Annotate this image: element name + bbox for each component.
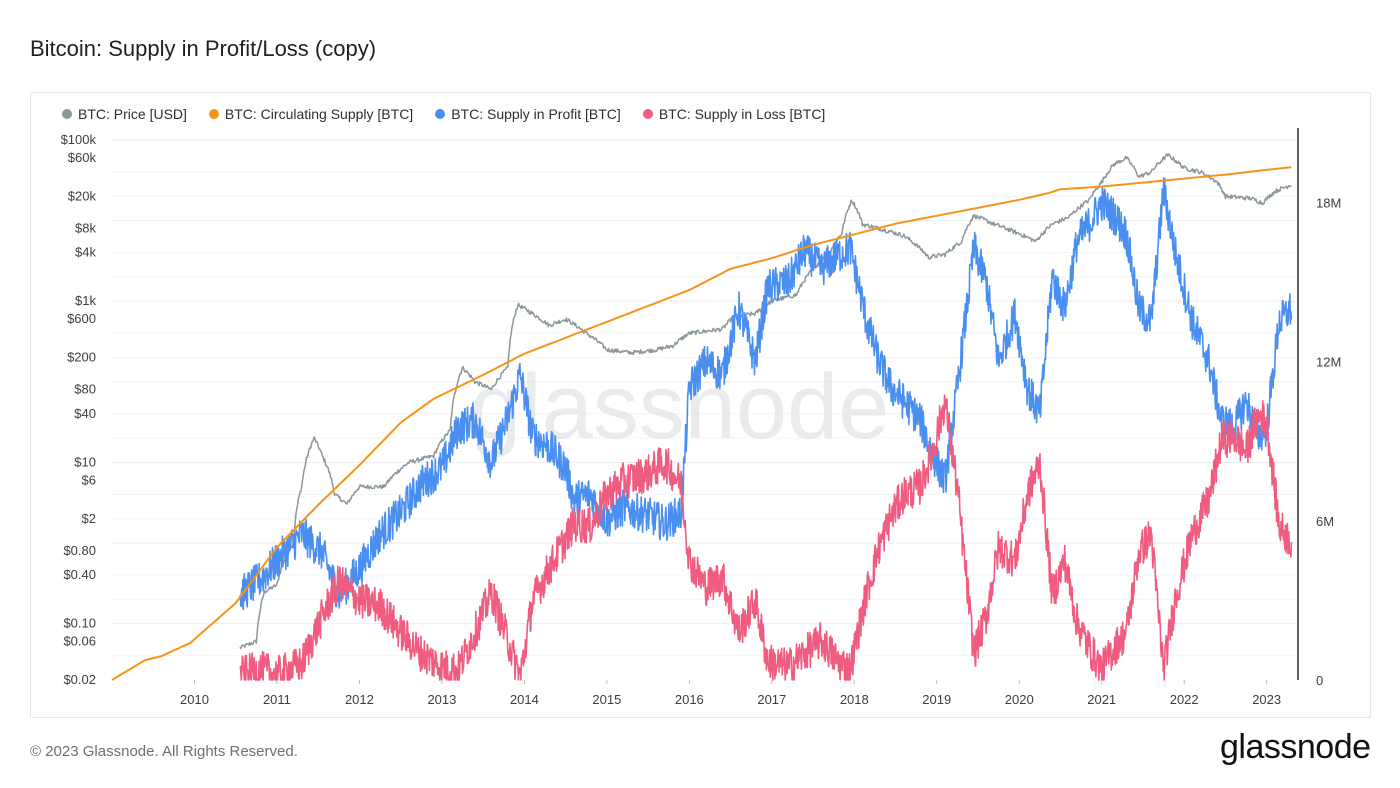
legend-dot-price-icon [62, 109, 72, 119]
legend-dot-profit-icon [435, 109, 446, 119]
y-left-tick-label: $1k [75, 293, 96, 308]
y-right-tick-label: 6M [1316, 514, 1334, 529]
legend-item-circulating-supply[interactable]: BTC: Circulating Supply [BTC] [208, 106, 414, 122]
x-tick-label: 2019 [922, 692, 951, 707]
y-left-tick-label: $20k [68, 188, 97, 203]
legend-label-circulating-supply: BTC: Circulating Supply [BTC] [224, 106, 414, 122]
y-left-tick-label: $600 [67, 311, 96, 326]
x-tick-label: 2016 [675, 692, 704, 707]
legend-label-price: BTC: Price [USD] [78, 106, 187, 122]
legend-item-supply-in-loss[interactable]: BTC: Supply in Loss [BTC] [642, 106, 826, 122]
watermark: glassnode [470, 356, 889, 458]
y-left-tick-label: $2 [82, 511, 96, 526]
x-tick-label: 2020 [1005, 692, 1034, 707]
y-right-tick-label: 18M [1316, 195, 1341, 210]
y-left-tick-label: $40 [74, 406, 96, 421]
axes: $100k $60k $20k $8k $4k $1k $600 $200 $80 $40 $10 $… [61, 128, 1341, 707]
series-line-loss [239, 394, 1293, 681]
x-tick-label: 2018 [840, 692, 869, 707]
legend-label-supply-in-profit: BTC: Supply in Profit [BTC] [451, 106, 621, 122]
x-tick-label: 2014 [510, 692, 539, 707]
y-left-tick-label: $0.40 [63, 567, 96, 582]
legend-item-price[interactable]: BTC: Price [USD] [62, 106, 187, 122]
x-tick-label: 2015 [592, 692, 621, 707]
series-line-circulating [111, 166, 1292, 681]
x-tick-label: 2011 [263, 692, 291, 707]
y-left-tick-label: $60k [68, 150, 97, 165]
y-left-tick-label: $200 [67, 350, 96, 365]
y-left-tick-label: $0.10 [63, 616, 96, 631]
x-tick-label: 2012 [345, 692, 374, 707]
glassnode-logo[interactable]: glassnode [1220, 728, 1371, 766]
x-tick-label: 2023 [1252, 692, 1281, 707]
y-right-tick-label: 0 [1316, 673, 1323, 688]
copyright-text: © 2023 Glassnode. All Rights Reserved. [30, 743, 298, 760]
chart-legend: BTC: Price [USD] BTC: Circulating Supply… [62, 106, 825, 122]
y-left-tick-label: $0.02 [63, 672, 96, 687]
series-lines [111, 153, 1293, 681]
x-tick-label: 2021 [1087, 692, 1116, 707]
x-tick-label: 2017 [757, 692, 786, 707]
y-left-tick-label: $6 [82, 472, 96, 487]
y-left-tick-label: $80 [74, 382, 96, 397]
y-left-tick-label: $4k [75, 245, 96, 260]
legend-dot-loss-icon [642, 109, 653, 119]
y-left-tick-label: $0.80 [63, 543, 96, 558]
legend-dot-circulating-icon [208, 109, 219, 119]
y-left-tick-label: $10 [74, 454, 96, 469]
legend-label-supply-in-loss: BTC: Supply in Loss [BTC] [658, 106, 826, 122]
y-left-tick-label: $100k [61, 132, 97, 147]
y-left-tick-label: $0.06 [63, 634, 96, 649]
x-tick-label: 2013 [427, 692, 456, 707]
legend-item-supply-in-profit[interactable]: BTC: Supply in Profit [BTC] [435, 106, 621, 122]
series-line-profit [239, 177, 1293, 611]
x-tick-label: 2010 [180, 692, 209, 707]
chart-title: Bitcoin: Supply in Profit/Loss (copy) [30, 36, 377, 61]
y-right-tick-label: 12M [1316, 355, 1341, 370]
x-tick-label: 2022 [1170, 692, 1199, 707]
y-left-tick-label: $8k [75, 220, 96, 235]
